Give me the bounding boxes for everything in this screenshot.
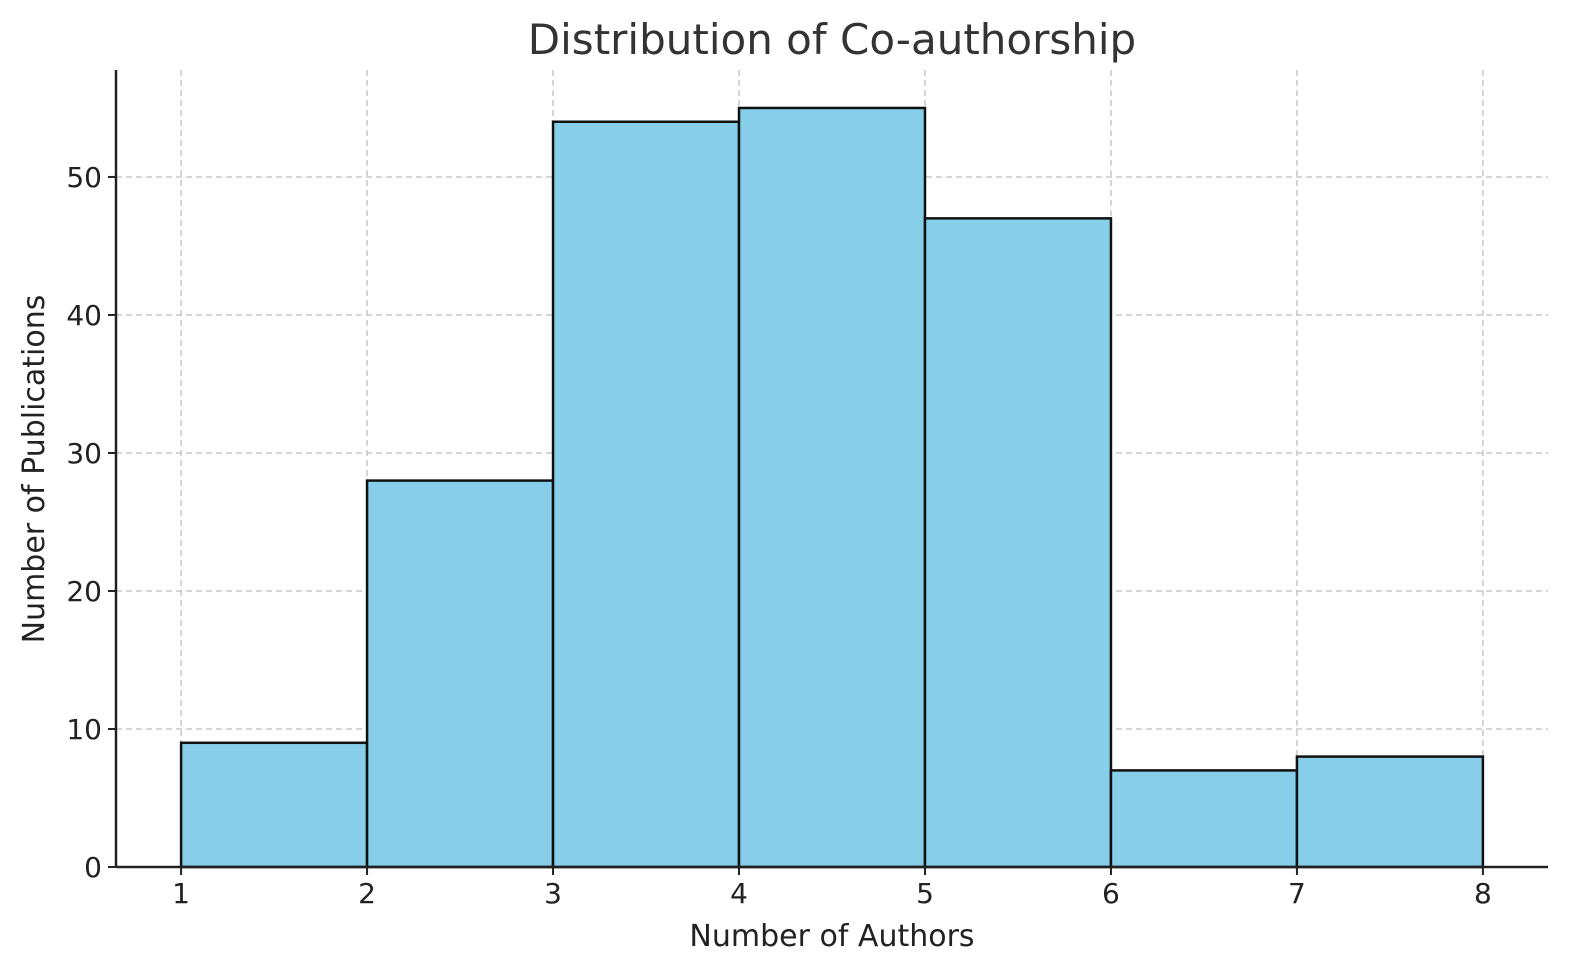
y-axis-label: Number of Publications	[17, 295, 52, 644]
x-tick-label-3: 3	[544, 877, 562, 910]
bars	[179, 106, 1485, 869]
y-tick-label-40: 40	[66, 299, 102, 332]
x-tick-label-7: 7	[1288, 877, 1306, 910]
y-tick-label-50: 50	[66, 161, 102, 194]
axes	[114, 70, 1548, 869]
bar-2-3	[365, 479, 555, 869]
x-axis-label: Number of Authors	[689, 919, 974, 954]
y-ticks: 0 10 20 30 40 50	[66, 161, 116, 884]
x-tick-label-4: 4	[730, 877, 748, 910]
bar-6-7	[1109, 769, 1299, 869]
chart-title: Distribution of Co-authorship	[528, 15, 1136, 64]
x-tick-label-2: 2	[358, 877, 376, 910]
y-tick-label-20: 20	[66, 575, 102, 608]
y-tick-label-0: 0	[84, 851, 102, 884]
bar-1-2	[179, 741, 369, 869]
bar-7-8	[1295, 755, 1485, 869]
x-tick-label-1: 1	[172, 877, 190, 910]
x-ticks: 1 2 3 4 5 6 7 8	[172, 867, 1492, 910]
bar-3-4	[551, 120, 741, 869]
x-tick-label-5: 5	[916, 877, 934, 910]
bar-4-5	[737, 106, 927, 869]
x-tick-label-6: 6	[1102, 877, 1120, 910]
y-tick-label-30: 30	[66, 437, 102, 470]
bar-5-6	[923, 217, 1113, 869]
y-tick-label-10: 10	[66, 713, 102, 746]
x-tick-label-8: 8	[1474, 877, 1492, 910]
